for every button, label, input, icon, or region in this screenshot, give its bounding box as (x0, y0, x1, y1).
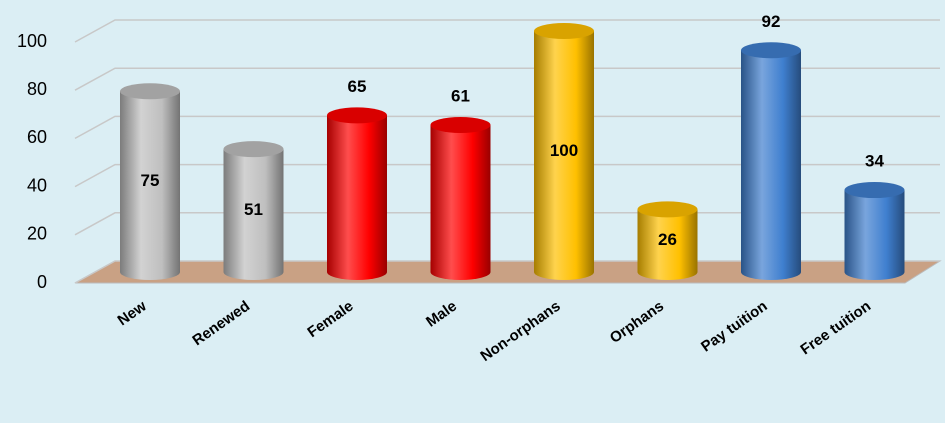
grid-line (74, 19, 940, 43)
floor (74, 260, 942, 284)
bar (844, 182, 905, 280)
bar-body (844, 190, 905, 280)
bar (223, 141, 284, 280)
x-tick-label: New (115, 297, 150, 329)
bar (741, 42, 801, 280)
y-tick-label: 60 (27, 127, 47, 147)
bar-body (534, 31, 594, 280)
y-tick-label: 0 (37, 272, 47, 292)
y-tick-label: 20 (27, 224, 47, 244)
x-tick-label: Male (423, 298, 460, 331)
x-tick-label: Renewed (189, 298, 253, 350)
data-label: 51 (244, 200, 263, 219)
data-label: 65 (348, 77, 367, 96)
bar-top (637, 201, 698, 218)
x-tick-label: Orphans (607, 298, 667, 347)
x-tick-label: Free tuition (797, 298, 874, 359)
grid-line (74, 212, 940, 236)
x-tick-label: Non-orphans (477, 298, 563, 365)
grid-line (74, 115, 940, 140)
bar-body (741, 50, 801, 280)
data-label: 92 (762, 12, 781, 31)
x-tick-label: Female (304, 298, 356, 342)
x-tick-label: Pay tuition (698, 298, 771, 356)
bar-top (327, 107, 387, 124)
data-label: 75 (141, 171, 160, 190)
bar-body (223, 149, 284, 280)
bar-top (120, 83, 180, 100)
bar-body (430, 124, 491, 281)
y-tick-label: 40 (27, 175, 47, 195)
data-label: 100 (550, 141, 578, 160)
bar-body (327, 115, 387, 280)
bar (534, 23, 594, 280)
bar-body (637, 209, 698, 280)
bar-top (430, 116, 491, 133)
grid-line (74, 163, 940, 188)
bar-body (120, 91, 180, 280)
bar-top (534, 23, 594, 39)
data-label: 61 (451, 86, 470, 105)
y-tick-label: 100 (17, 31, 47, 51)
bar-top (844, 182, 905, 199)
data-label: 26 (658, 230, 677, 249)
grid-line (74, 67, 940, 91)
bar (637, 201, 698, 280)
bar (430, 116, 491, 281)
bar (327, 107, 387, 280)
data-label: 34 (865, 152, 884, 171)
bar-top (741, 42, 801, 59)
bar-top (223, 141, 284, 158)
y-tick-label: 80 (27, 79, 47, 99)
bar (120, 83, 180, 280)
